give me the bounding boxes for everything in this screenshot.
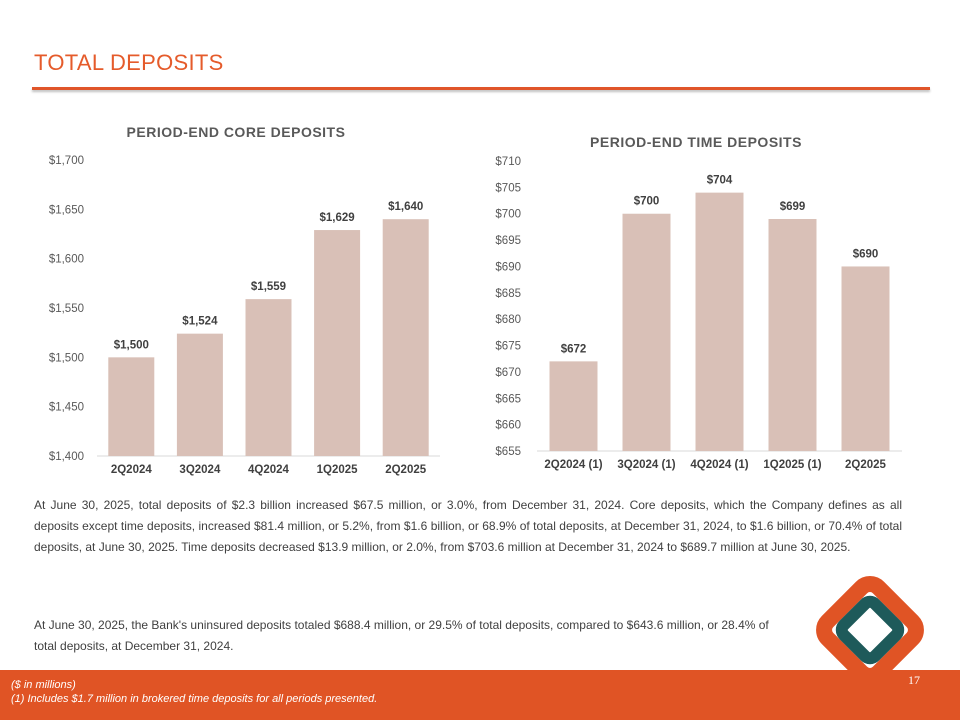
bar-2q2025 [841,266,890,451]
y-tick-label: $1,550 [49,303,84,315]
category-label: 2Q2024 [111,464,153,476]
bar-2q2025 [382,219,429,456]
chart-title: PERIOD-END TIME DEPOSITS [590,134,802,150]
data-label: $1,640 [388,201,423,213]
y-tick-label: $695 [495,235,521,247]
category-label: 2Q2025 [385,464,427,476]
core-deposits-chart: PERIOD-END CORE DEPOSITS $1,400 $1,450 $1,5… [0,115,450,485]
y-tick-label: $1,700 [49,155,84,167]
category-label: 2Q2024 (1) [544,459,602,471]
y-tick-label: $675 [495,341,521,353]
bar-1q2025 [314,230,361,456]
page-title: TOTAL DEPOSITS [34,50,224,75]
data-label: $704 [707,175,733,187]
y-tick-label: $1,500 [49,352,84,364]
data-label: $672 [561,343,587,355]
bar-3q2024-1 [622,213,671,451]
y-tick-label: $670 [495,367,521,379]
bar-2q2024-1 [549,361,598,451]
category-label: 4Q2024 (1) [690,459,748,471]
category-label: 3Q2024 [179,464,221,476]
page-number: 17 [908,673,920,687]
y-tick-label: $655 [495,446,521,458]
y-tick-label: $680 [495,314,521,326]
y-tick-label: $700 [495,209,521,221]
uninsured-deposits-paragraph: At June 30, 2025, the Bank's uninsured d… [34,618,769,653]
total-deposits-paragraph: At June 30, 2025, total deposits of $2.3… [34,498,902,554]
units-footnote: ($ in millions) [11,679,76,691]
data-label: $1,629 [320,212,355,224]
brokered-deposits-footnote: (1) Includes $1.7 million in brokered ti… [11,693,378,705]
category-label: 1Q2025 [317,464,359,476]
y-tick-label: $1,450 [49,402,84,414]
y-tick-label: $1,650 [49,204,84,216]
category-label: 3Q2024 (1) [617,459,675,471]
category-label: 1Q2025 (1) [763,459,821,471]
y-tick-label: $1,400 [49,451,84,463]
y-tick-label: $685 [495,288,521,300]
y-tick-label: $665 [495,393,521,405]
category-label: 4Q2024 [248,464,290,476]
y-tick-label: $710 [495,156,521,168]
bar-3q2024 [176,333,223,456]
data-label: $700 [634,196,660,208]
bar-4q2024-1 [695,192,744,451]
data-label: $1,524 [182,316,218,328]
y-tick-label: $705 [495,182,521,194]
data-label: $699 [780,201,806,213]
diamond-logo-icon [806,570,934,690]
y-tick-label: $690 [495,261,521,273]
footer-bar [0,670,960,720]
y-tick-label: $1,600 [49,254,84,266]
time-deposits-chart: PERIOD-END TIME DEPOSITS $655 $660 $665 $670… [470,115,940,485]
title-divider [32,87,930,90]
chart-title: PERIOD-END CORE DEPOSITS [127,124,346,140]
bar-1q2025-1 [768,219,817,451]
category-label: 2Q2025 [845,459,887,471]
data-label: $690 [853,248,879,260]
y-tick-label: $660 [495,420,521,432]
bar-2q2024 [108,357,155,456]
bar-4q2024 [245,299,292,456]
data-label: $1,559 [251,281,286,293]
data-label: $1,500 [114,339,149,351]
